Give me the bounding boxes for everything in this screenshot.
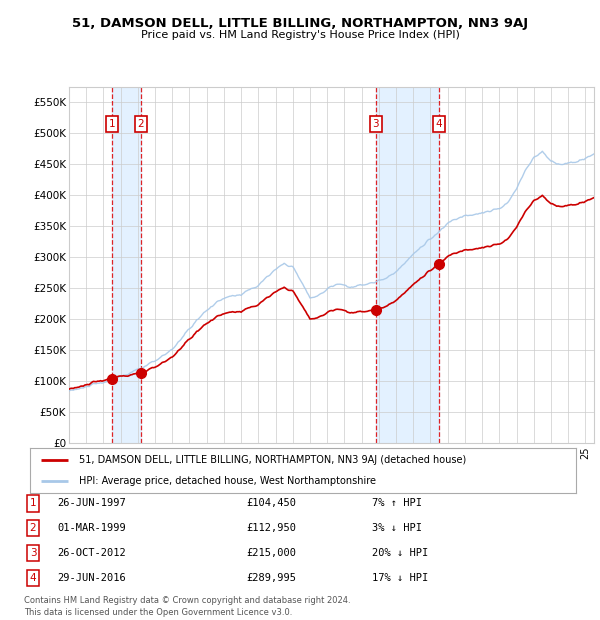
Bar <box>112 87 141 443</box>
Text: 51, DAMSON DELL, LITTLE BILLING, NORTHAMPTON, NN3 9AJ: 51, DAMSON DELL, LITTLE BILLING, NORTHAM… <box>72 17 528 30</box>
Text: 2: 2 <box>29 523 37 533</box>
Text: 3: 3 <box>29 548 37 558</box>
Text: 2: 2 <box>137 119 144 129</box>
Text: £215,000: £215,000 <box>246 548 296 558</box>
Text: HPI: Average price, detached house, West Northamptonshire: HPI: Average price, detached house, West… <box>79 476 376 486</box>
Text: 51, DAMSON DELL, LITTLE BILLING, NORTHAMPTON, NN3 9AJ (detached house): 51, DAMSON DELL, LITTLE BILLING, NORTHAM… <box>79 455 466 466</box>
Text: 26-JUN-1997: 26-JUN-1997 <box>57 498 126 508</box>
Text: 1: 1 <box>109 119 115 129</box>
Text: Price paid vs. HM Land Registry's House Price Index (HPI): Price paid vs. HM Land Registry's House … <box>140 30 460 40</box>
Text: 1: 1 <box>29 498 37 508</box>
Bar <box>376 87 439 443</box>
Text: 3: 3 <box>373 119 379 129</box>
Text: 3% ↓ HPI: 3% ↓ HPI <box>372 523 422 533</box>
Text: 29-JUN-2016: 29-JUN-2016 <box>57 573 126 583</box>
Text: 26-OCT-2012: 26-OCT-2012 <box>57 548 126 558</box>
Text: £104,450: £104,450 <box>246 498 296 508</box>
Text: Contains HM Land Registry data © Crown copyright and database right 2024.
This d: Contains HM Land Registry data © Crown c… <box>24 596 350 617</box>
Text: 4: 4 <box>436 119 442 129</box>
Text: 17% ↓ HPI: 17% ↓ HPI <box>372 573 428 583</box>
Text: 20% ↓ HPI: 20% ↓ HPI <box>372 548 428 558</box>
Text: £289,995: £289,995 <box>246 573 296 583</box>
Text: 01-MAR-1999: 01-MAR-1999 <box>57 523 126 533</box>
Text: 4: 4 <box>29 573 37 583</box>
Text: £112,950: £112,950 <box>246 523 296 533</box>
Text: 7% ↑ HPI: 7% ↑ HPI <box>372 498 422 508</box>
